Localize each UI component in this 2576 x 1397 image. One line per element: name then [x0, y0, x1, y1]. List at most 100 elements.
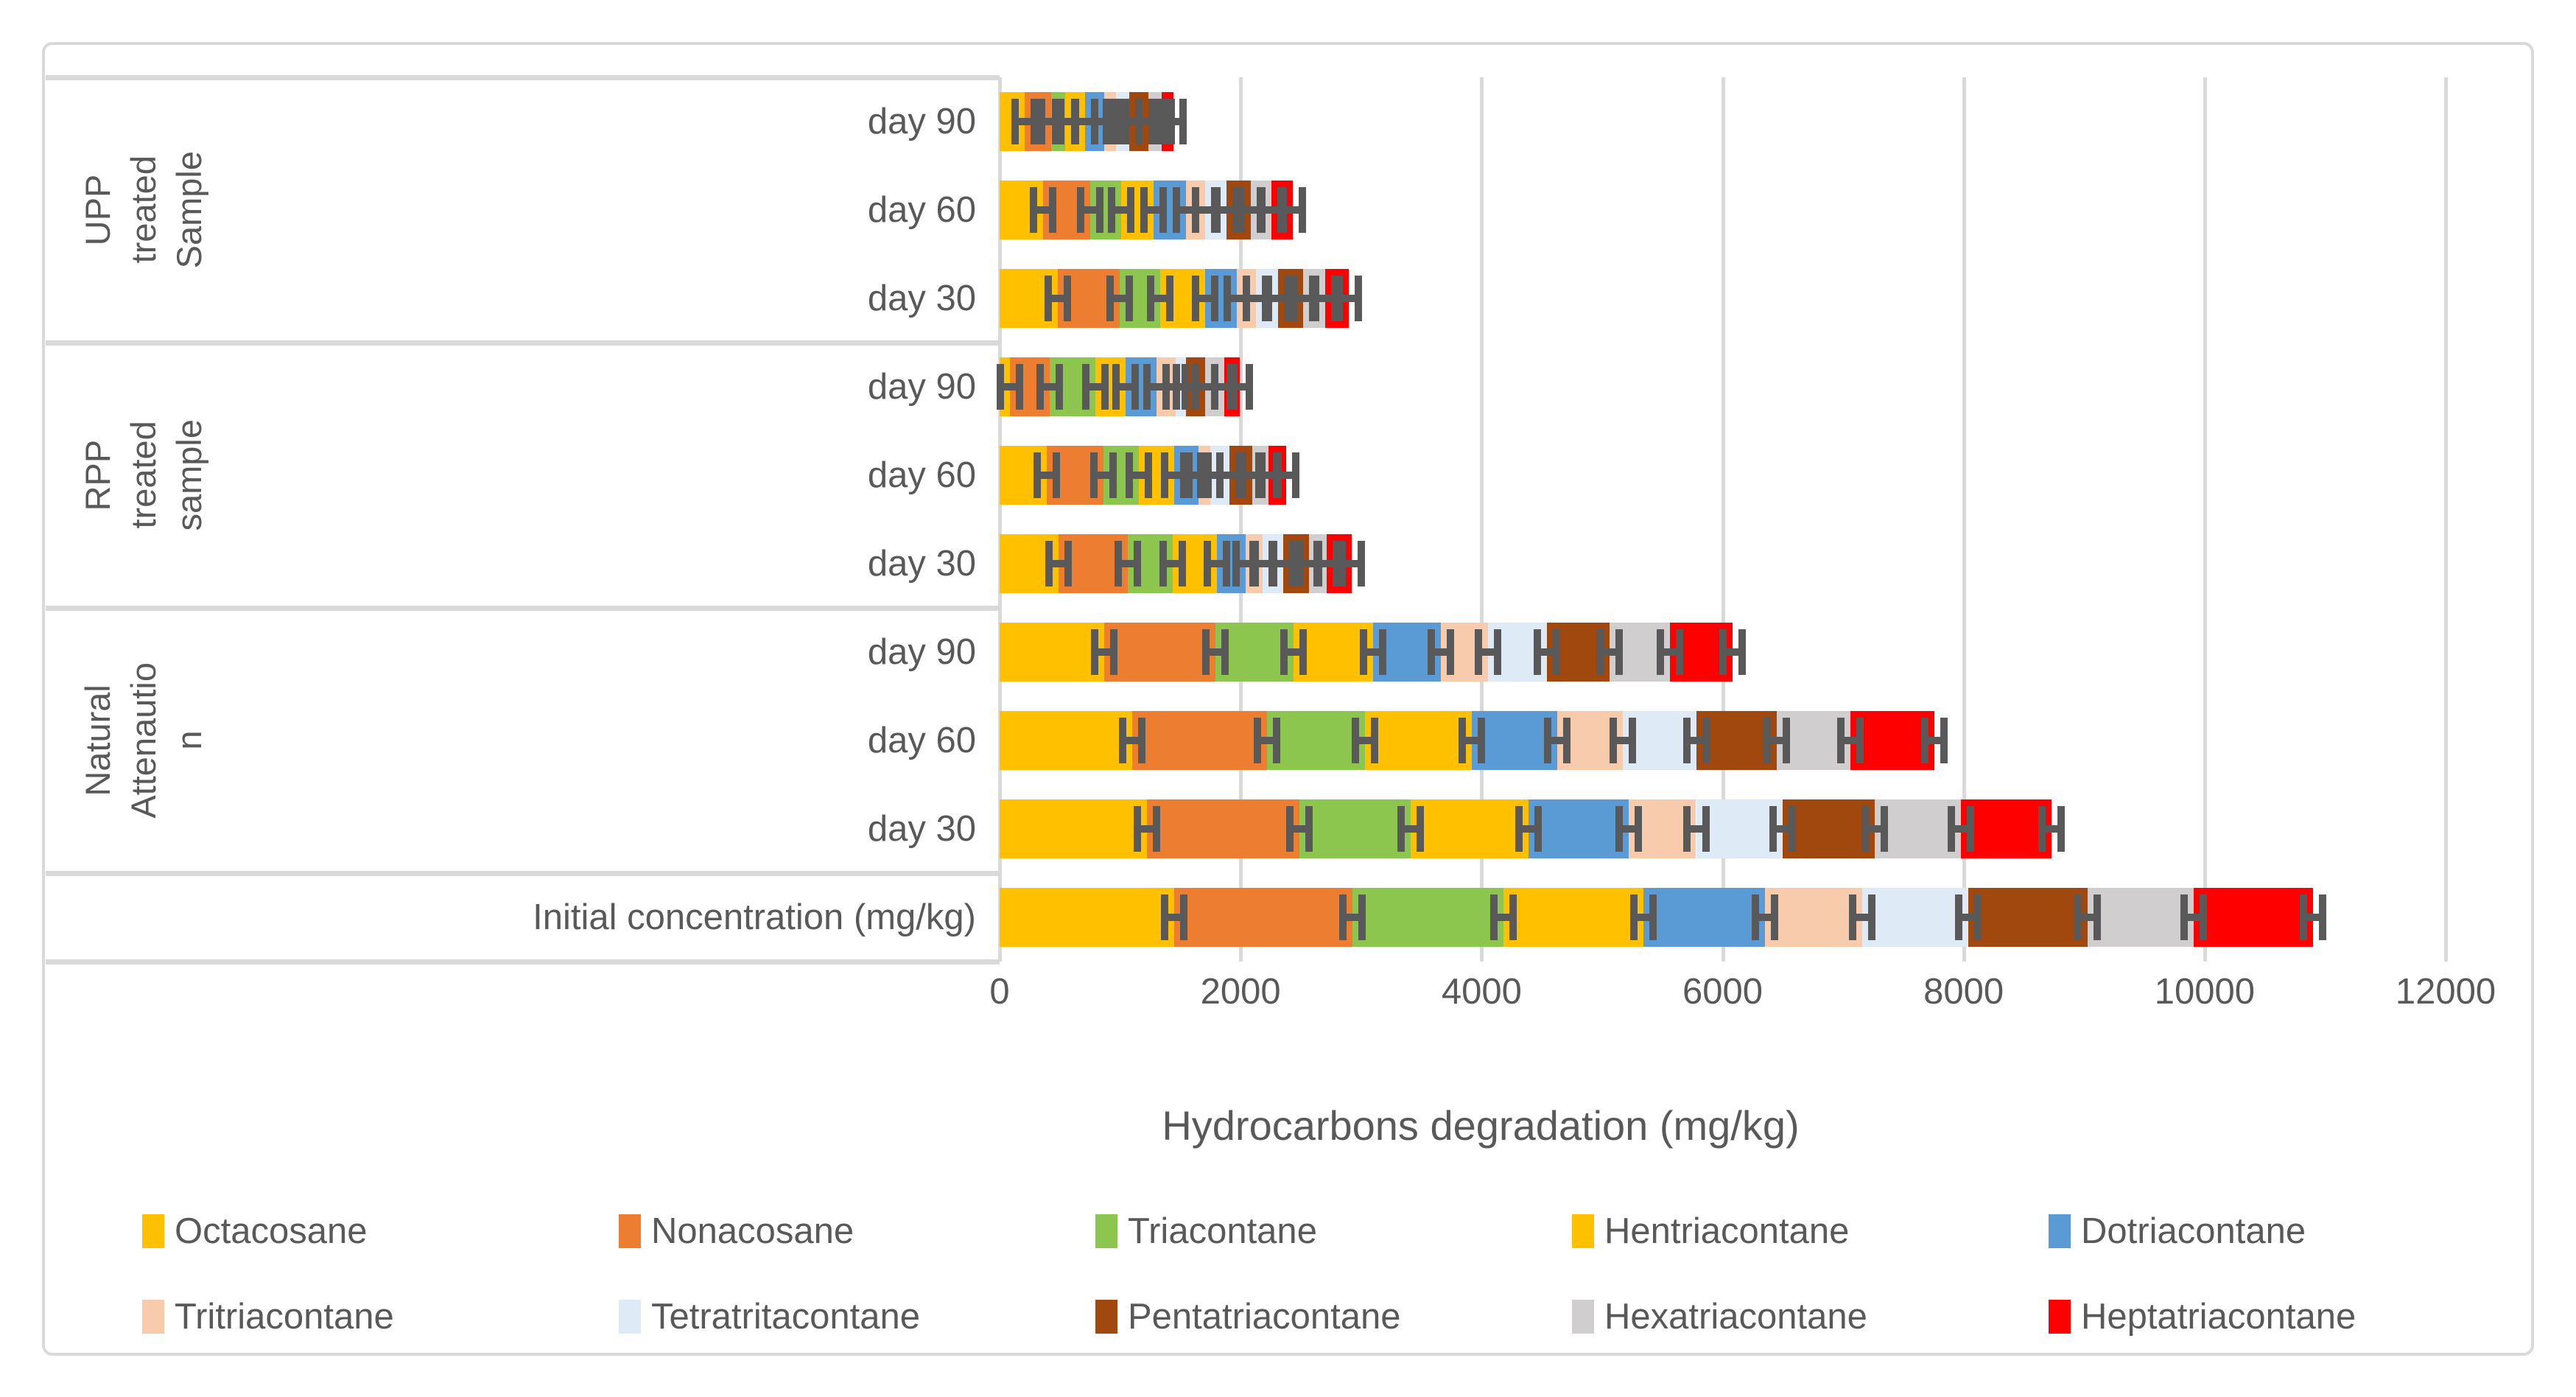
error-bar-part: [1493, 629, 1501, 675]
error-bar: [1769, 806, 1797, 852]
error-bar-part: [1191, 295, 1218, 302]
error-bar-part: [1172, 206, 1199, 214]
error-bar-part: [1478, 718, 1486, 763]
error-bar-part: [1270, 560, 1297, 567]
legend-label: Heptatriacontane: [2081, 1297, 2356, 1337]
error-bar-part: [1292, 452, 1300, 498]
legend-swatch-tritriacontane: [142, 1300, 164, 1334]
error-bar: [1921, 718, 1948, 763]
error-bar-part: [1533, 648, 1560, 656]
error-bar-part: [1336, 295, 1363, 302]
error-bar: [1082, 364, 1109, 410]
error-bar-part: [1224, 295, 1251, 302]
error-bar: [1719, 629, 1746, 675]
bar-segment-heptatriacontane: [1961, 799, 2052, 858]
error-bar-part: [1159, 187, 1168, 233]
legend-swatch-hexatriacontane: [1572, 1300, 1594, 1334]
error-bar-part: [1783, 718, 1791, 763]
error-bar-part: [1629, 914, 1657, 921]
error-bar: [1254, 718, 1281, 763]
error-bar-part: [1197, 472, 1224, 479]
error-bar-part: [1115, 118, 1143, 125]
error-bar-part: [1880, 806, 1888, 852]
error-bar-part: [1254, 737, 1281, 744]
legend-item: Nonacosane: [619, 1210, 854, 1253]
category-panel-line: [46, 871, 1000, 876]
error-bar-part: [1125, 276, 1133, 321]
error-bar-part: [1161, 914, 1188, 921]
legend-item: Tetratritacontane: [619, 1295, 920, 1338]
error-bar: [1751, 894, 1778, 940]
error-bar: [1311, 276, 1338, 321]
error-bar-part: [1213, 206, 1240, 214]
error-bar: [1115, 541, 1142, 587]
category-panel-line: [46, 340, 1000, 346]
error-bar-part: [1215, 472, 1243, 479]
error-bar-part: [1108, 206, 1135, 214]
category-label: day 30: [867, 279, 976, 318]
error-bar-part: [1955, 914, 1982, 921]
bar-segment-dotriacontane: [1472, 711, 1558, 770]
error-bar: [1273, 452, 1300, 498]
error-bar-part: [1137, 718, 1145, 763]
error-bar: [1125, 452, 1152, 498]
error-bar: [1955, 894, 1982, 940]
error-bar-part: [1245, 364, 1253, 410]
error-bar: [1201, 629, 1229, 675]
error-bar-part: [1596, 648, 1623, 656]
error-bar: [1226, 364, 1253, 410]
legend-item: Pentatriacontane: [1095, 1295, 1401, 1338]
error-bar: [1280, 187, 1307, 233]
error-bar: [1280, 629, 1308, 675]
error-bar-part: [2074, 914, 2102, 921]
error-bar: [1112, 364, 1139, 410]
error-bar-part: [1544, 737, 1571, 744]
error-bar-part: [2319, 894, 2327, 940]
error-bar-part: [1076, 206, 1103, 214]
error-bar-part: [1204, 560, 1231, 567]
error-bar-part: [996, 383, 1023, 391]
bar-segment-dotriacontane: [1529, 799, 1629, 858]
bar-segment-dotriacontane: [1643, 888, 1765, 947]
error-bar-part: [1515, 825, 1543, 833]
legend-swatch-triacontane: [1095, 1214, 1117, 1248]
error-bar: [1270, 541, 1297, 587]
error-bar-part: [2300, 914, 2327, 921]
legend-label: Tetratritacontane: [651, 1297, 920, 1337]
error-bar-part: [1029, 206, 1056, 214]
error-bar-part: [1634, 806, 1642, 852]
error-bar-part: [1160, 118, 1187, 125]
error-bar: [996, 364, 1023, 410]
legend-item: Hentriacontane: [1572, 1210, 1849, 1253]
error-bar: [1459, 718, 1486, 763]
bar-segment-pentatriacontane: [1696, 711, 1777, 770]
legend-label: Dotriacontane: [2081, 1211, 2306, 1251]
error-bar-part: [1313, 560, 1341, 567]
error-bar-part: [1273, 718, 1281, 763]
error-bar: [1397, 806, 1424, 852]
error-bar-part: [1446, 629, 1454, 675]
error-bar: [1615, 806, 1642, 852]
error-bar-part: [1305, 806, 1313, 852]
legend-label: Nonacosane: [651, 1211, 854, 1251]
error-bar-part: [1180, 452, 1188, 498]
category-label: day 30: [867, 809, 976, 849]
error-bar-part: [1974, 894, 1982, 940]
error-bar: [1360, 629, 1387, 675]
error-bar-part: [1201, 648, 1229, 656]
error-bar: [1763, 718, 1791, 763]
error-bar-part: [1118, 737, 1145, 744]
x-axis-title: Hydrocarbons degradation (mg/kg): [1162, 1102, 1800, 1149]
error-bar-part: [1134, 541, 1142, 587]
error-bar: [1118, 718, 1145, 763]
error-bar: [2300, 894, 2327, 940]
error-bar: [1861, 806, 1888, 852]
error-bar-part: [1063, 276, 1071, 321]
legend-item: Dotriacontane: [2049, 1210, 2306, 1253]
error-bar-part: [1682, 737, 1710, 744]
legend-item: Heptatriacontane: [2049, 1295, 2356, 1338]
bar-segment-pentatriacontane: [1968, 888, 2088, 947]
error-bar: [1489, 894, 1517, 940]
error-bar-part: [1355, 276, 1363, 321]
